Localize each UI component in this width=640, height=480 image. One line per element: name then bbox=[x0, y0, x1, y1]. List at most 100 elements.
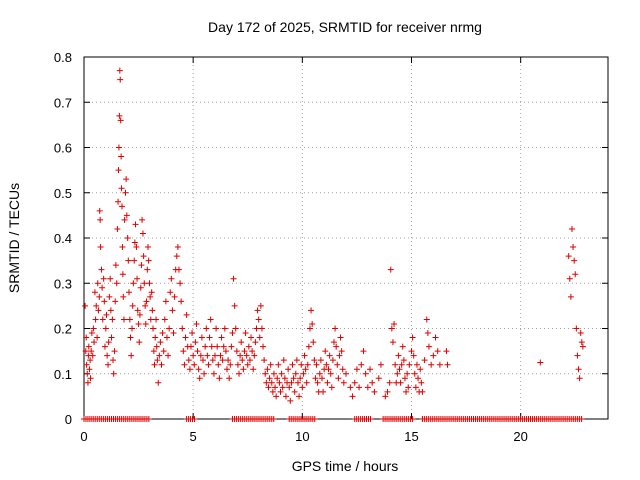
zero-data-point bbox=[409, 416, 416, 422]
data-point bbox=[126, 316, 133, 323]
data-point bbox=[132, 221, 139, 228]
data-point bbox=[400, 357, 407, 364]
data-point bbox=[222, 348, 229, 355]
data-point bbox=[565, 253, 572, 260]
data-point bbox=[139, 216, 146, 223]
data-point bbox=[226, 375, 233, 382]
data-point bbox=[96, 207, 103, 214]
data-point bbox=[369, 379, 376, 386]
data-point bbox=[396, 366, 403, 373]
data-point bbox=[220, 343, 227, 350]
data-point bbox=[113, 280, 120, 287]
data-point bbox=[131, 239, 138, 246]
data-point bbox=[260, 343, 267, 350]
data-point bbox=[317, 357, 324, 364]
data-point bbox=[153, 316, 160, 323]
data-point bbox=[115, 198, 122, 205]
data-point bbox=[149, 325, 156, 332]
data-point bbox=[134, 307, 141, 314]
data-point bbox=[173, 253, 180, 260]
data-point bbox=[147, 293, 154, 300]
data-point bbox=[225, 357, 232, 364]
data-point bbox=[165, 352, 172, 359]
zero-data-point bbox=[578, 416, 585, 422]
data-point bbox=[130, 280, 137, 287]
data-point bbox=[305, 343, 312, 350]
data-point bbox=[278, 370, 285, 377]
data-point bbox=[537, 359, 544, 366]
data-point bbox=[340, 379, 347, 386]
data-point bbox=[123, 212, 130, 219]
zero-data-point bbox=[367, 416, 374, 422]
data-point bbox=[87, 375, 94, 382]
data-point bbox=[104, 352, 111, 359]
data-point bbox=[197, 352, 204, 359]
data-point bbox=[237, 352, 244, 359]
data-point bbox=[296, 393, 303, 400]
data-point bbox=[264, 366, 271, 373]
data-point bbox=[310, 339, 317, 346]
data-point bbox=[412, 384, 419, 391]
data-point bbox=[212, 352, 218, 359]
data-point bbox=[324, 379, 331, 386]
data-point bbox=[142, 320, 149, 327]
zero-data-point bbox=[270, 416, 277, 422]
data-point bbox=[279, 384, 286, 391]
data-point bbox=[408, 348, 415, 355]
data-point bbox=[128, 352, 135, 359]
data-point bbox=[83, 361, 90, 368]
x-tick-label: 0 bbox=[80, 429, 87, 444]
data-point bbox=[95, 307, 102, 314]
data-point bbox=[87, 357, 94, 364]
data-point bbox=[228, 343, 235, 350]
data-point bbox=[231, 302, 238, 309]
data-point bbox=[567, 293, 574, 300]
data-point bbox=[276, 379, 283, 386]
data-point bbox=[356, 384, 363, 391]
data-point bbox=[277, 388, 284, 395]
y-tick-label: 0.4 bbox=[54, 231, 72, 246]
data-point bbox=[140, 253, 147, 260]
data-point bbox=[135, 320, 142, 327]
data-point bbox=[155, 379, 162, 386]
data-point bbox=[364, 384, 371, 391]
data-point bbox=[323, 361, 330, 368]
x-tick-label: 15 bbox=[404, 429, 418, 444]
data-point bbox=[302, 366, 309, 373]
data-point bbox=[362, 370, 369, 377]
data-point bbox=[443, 348, 450, 355]
data-point bbox=[210, 370, 217, 377]
data-point bbox=[169, 307, 176, 314]
data-point bbox=[92, 316, 99, 323]
data-point bbox=[389, 339, 396, 346]
data-point bbox=[351, 379, 358, 386]
data-point bbox=[175, 266, 182, 273]
data-point bbox=[336, 352, 343, 359]
data-point bbox=[162, 298, 169, 305]
data-point bbox=[186, 366, 193, 373]
data-point bbox=[413, 361, 420, 368]
data-point bbox=[139, 230, 146, 237]
data-point bbox=[84, 379, 91, 386]
data-point bbox=[423, 316, 430, 323]
data-point bbox=[118, 203, 125, 210]
data-point bbox=[267, 361, 274, 368]
data-point bbox=[298, 361, 305, 368]
data-point bbox=[85, 343, 92, 350]
data-point bbox=[103, 311, 110, 318]
data-point bbox=[229, 330, 236, 337]
data-point bbox=[382, 393, 389, 400]
data-point bbox=[167, 289, 174, 296]
data-point bbox=[125, 257, 132, 264]
y-tick-label: 0.2 bbox=[54, 322, 72, 337]
data-point bbox=[144, 244, 151, 251]
data-point bbox=[217, 352, 224, 359]
data-point bbox=[152, 334, 159, 341]
data-point bbox=[82, 302, 89, 309]
data-point bbox=[304, 361, 311, 368]
data-point bbox=[293, 357, 300, 364]
data-point bbox=[227, 361, 234, 368]
data-point bbox=[238, 339, 245, 346]
data-point bbox=[432, 334, 439, 341]
data-point bbox=[134, 275, 141, 282]
